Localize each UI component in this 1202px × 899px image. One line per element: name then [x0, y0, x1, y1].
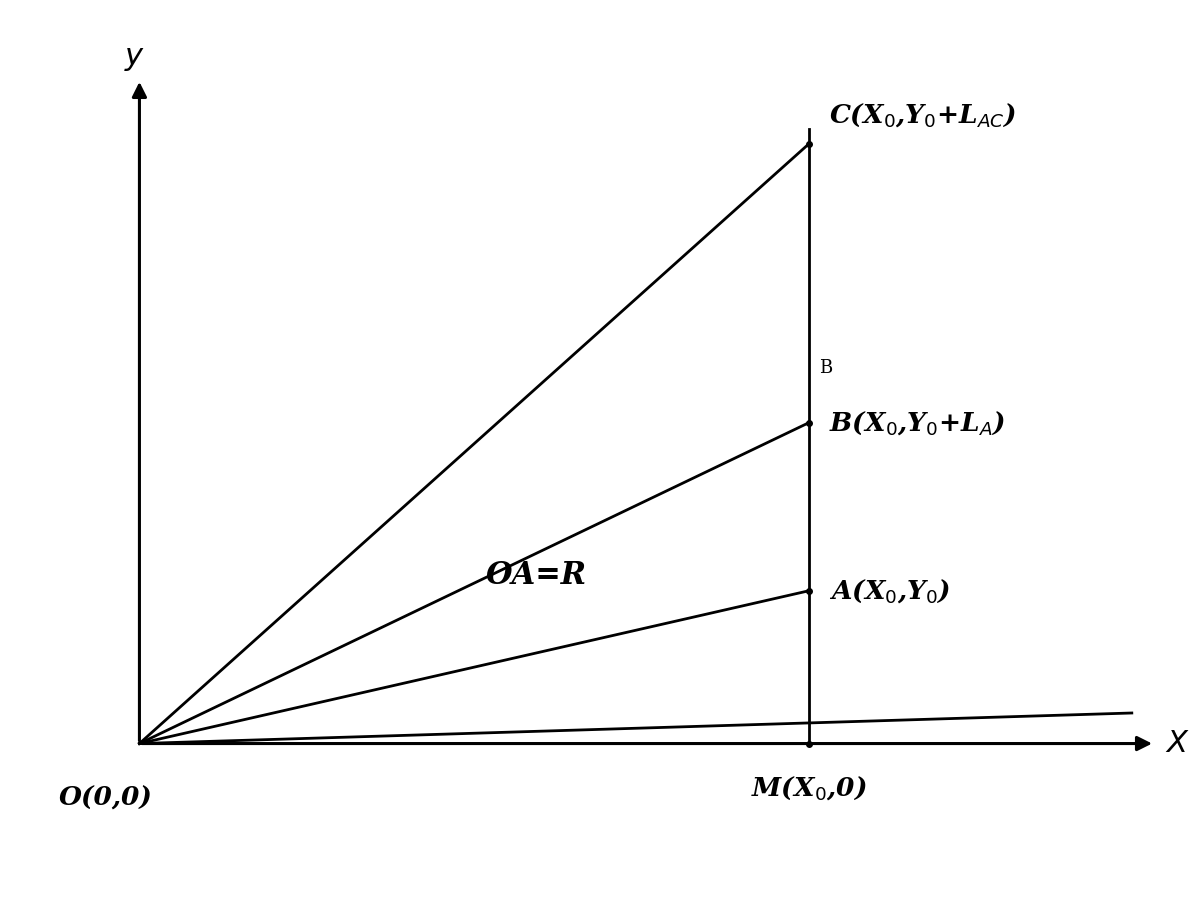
Text: B(X$_0$,Y$_0$+L$_A$): B(X$_0$,Y$_0$+L$_A$) — [829, 409, 1006, 437]
Text: OA=R: OA=R — [486, 560, 587, 591]
Text: O(0,0): O(0,0) — [59, 786, 153, 811]
Text: y: y — [125, 42, 143, 71]
Text: A(X$_0$,Y$_0$): A(X$_0$,Y$_0$) — [829, 577, 951, 605]
Text: B: B — [819, 359, 832, 377]
Text: X: X — [1166, 729, 1188, 758]
Text: C(X$_0$,Y$_0$+L$_{AC}$): C(X$_0$,Y$_0$+L$_{AC}$) — [829, 101, 1017, 129]
Text: M(X$_0$,0): M(X$_0$,0) — [751, 774, 867, 802]
